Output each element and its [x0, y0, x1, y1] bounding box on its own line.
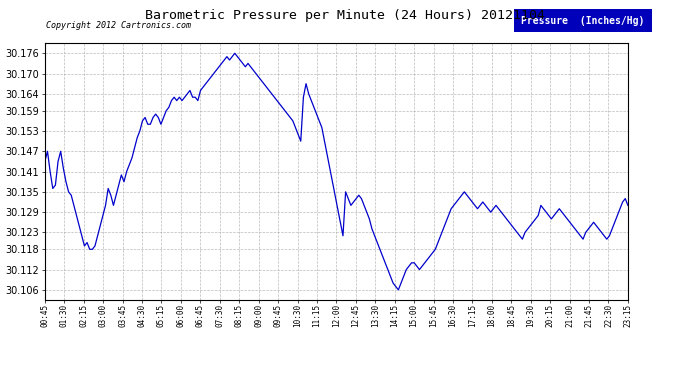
Text: Barometric Pressure per Minute (24 Hours) 20121104: Barometric Pressure per Minute (24 Hours…	[145, 9, 545, 22]
Text: Pressure  (Inches/Hg): Pressure (Inches/Hg)	[522, 16, 644, 26]
Text: Copyright 2012 Cartronics.com: Copyright 2012 Cartronics.com	[46, 21, 191, 30]
